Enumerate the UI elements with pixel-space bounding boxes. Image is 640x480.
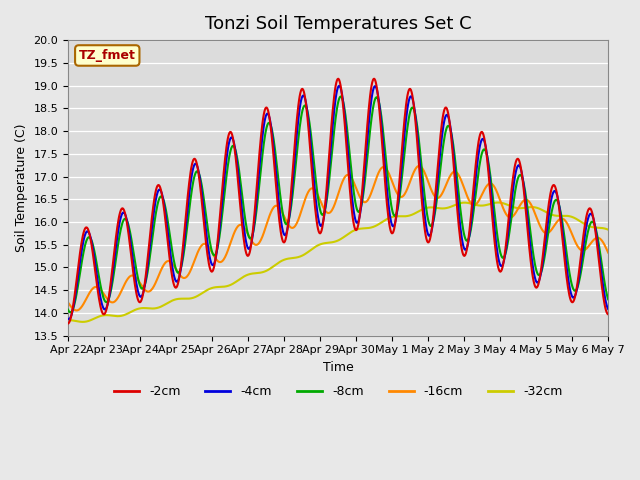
X-axis label: Time: Time	[323, 361, 353, 374]
Legend: -2cm, -4cm, -8cm, -16cm, -32cm: -2cm, -4cm, -8cm, -16cm, -32cm	[109, 380, 567, 403]
Title: Tonzi Soil Temperatures Set C: Tonzi Soil Temperatures Set C	[205, 15, 472, 33]
Text: TZ_fmet: TZ_fmet	[79, 49, 136, 62]
Y-axis label: Soil Temperature (C): Soil Temperature (C)	[15, 124, 28, 252]
